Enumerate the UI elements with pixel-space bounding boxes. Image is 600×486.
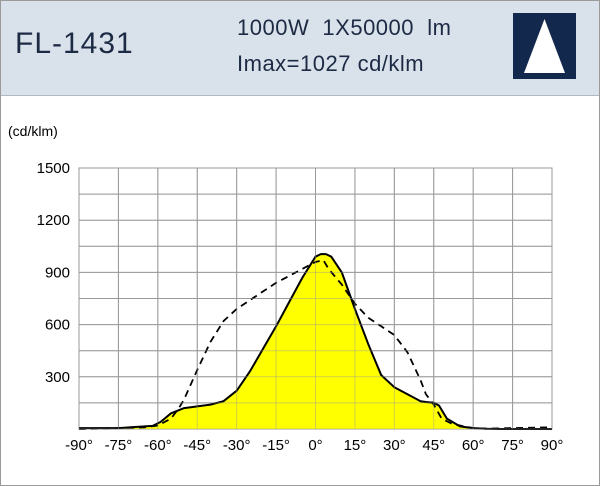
y-tick-label: 300 <box>45 369 70 386</box>
x-tick-label: 45° <box>422 437 445 454</box>
imax-spec: Imax=1027 cd/klm <box>237 51 425 76</box>
power-lumen-spec: 1000W 1X50000 lm <box>237 15 452 40</box>
series-layer <box>78 167 553 430</box>
y-tick-label: 1500 <box>37 160 70 177</box>
x-tick-label: -30° <box>223 437 251 454</box>
x-tick-label: -90° <box>65 437 93 454</box>
x-tick-label: 75° <box>501 437 524 454</box>
brand-logo-icon <box>513 13 576 79</box>
x-tick-label: -60° <box>144 437 172 454</box>
x-tick-label: -15° <box>262 437 290 454</box>
distribution-fill-area <box>79 254 552 429</box>
intensity-chart: -90° -75° -60° -45° -30° -15° 0° 15° 30° 45° 60° 75… <box>8 123 564 454</box>
x-tick-label: 15° <box>344 437 367 454</box>
y-tick-label: 600 <box>45 317 70 334</box>
x-tick-label: 60° <box>462 437 485 454</box>
model-number: FL-1431 <box>15 27 134 60</box>
y-tick-label: 1200 <box>37 212 70 229</box>
x-tick-label: -75° <box>105 437 133 454</box>
axis-layer: -90° -75° -60° -45° -30° -15° 0° 15° 30° 45° 60° 75… <box>37 160 564 454</box>
x-tick-label: -45° <box>183 437 211 454</box>
y-axis-unit-label: (cd/klm) <box>8 123 58 139</box>
y-tick-label: 900 <box>45 264 70 281</box>
x-tick-label: 90° <box>541 437 564 454</box>
x-tick-label: 30° <box>383 437 406 454</box>
logo-triangle-icon <box>524 19 565 73</box>
header-bar: FL-1431 1000W 1X50000 lm Imax=1027 cd/kl… <box>1 1 599 96</box>
x-tick-label: 0° <box>308 437 322 454</box>
dashed-distribution-curve <box>78 259 553 430</box>
